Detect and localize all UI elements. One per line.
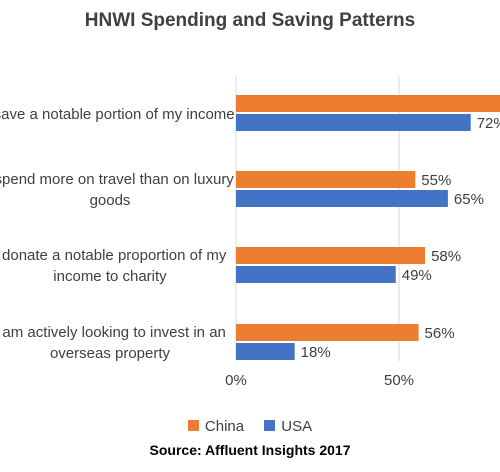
bar-china-2 (236, 247, 426, 264)
bar-china-3 (236, 324, 419, 341)
data-label-china-2: 58% (431, 248, 461, 265)
category-label-line: I donate a notable proportion of my (0, 247, 227, 264)
category-label-1: I spend more on travel than on luxury goo… (0, 169, 330, 211)
category-label-0: I save a notable portion of my income (0, 104, 330, 125)
bar-china-1 (236, 171, 416, 188)
bar-usa-0 (236, 114, 471, 131)
legend-swatch-china (187, 420, 199, 431)
category-label-line: income to charity (53, 268, 167, 285)
category-label-line: I am actively looking to invest in an (0, 324, 226, 341)
category-label-line: I spend more on travel than on luxury (0, 171, 234, 188)
bar-usa-3 (236, 343, 295, 360)
legend: China USA (0, 418, 500, 435)
data-label-china-1: 55% (421, 172, 451, 189)
x-tick-label-50: 50% (384, 372, 414, 389)
legend-swatch-usa (264, 420, 276, 431)
data-label-usa-3: 18% (301, 344, 331, 361)
data-label-usa-2: 49% (402, 267, 432, 284)
source-note: Source: Affluent Insights 2017 (149, 442, 351, 458)
legend-label-china: China (204, 418, 245, 435)
x-tick-label-0: 0% (225, 372, 247, 389)
legend-label-usa: USA (281, 418, 313, 435)
category-label-2: I donate a notable proportion of my incom… (0, 245, 330, 287)
data-label-usa-1: 65% (454, 191, 484, 208)
legend-item-china: China (187, 418, 245, 435)
legend-item-usa: USA (264, 418, 312, 435)
bar-usa-2 (236, 266, 396, 283)
category-label-line: goods (89, 192, 131, 209)
chart-title: HNWI Spending and Saving Patterns (84, 10, 416, 31)
category-label-line: overseas property (49, 345, 171, 362)
data-label-china-3: 56% (425, 325, 455, 342)
bar-china-0 (236, 95, 500, 112)
bar-usa-1 (236, 190, 448, 207)
category-label-3: I am actively looking to invest in an ove… (0, 322, 330, 364)
category-label-line: I save a notable portion of my income (0, 105, 235, 123)
data-label-usa-0: 72% (477, 115, 500, 132)
